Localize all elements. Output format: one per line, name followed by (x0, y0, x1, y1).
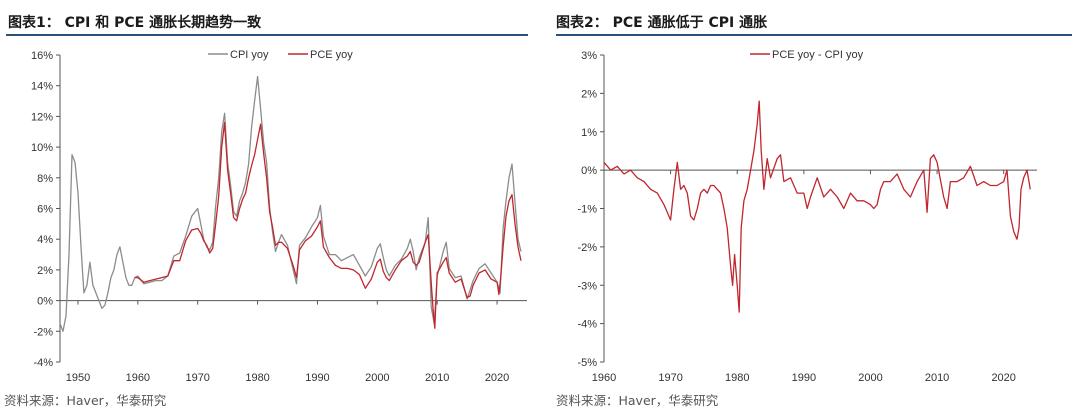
figure-1-source: 资料来源：Haver，华泰研究 (4, 393, 167, 408)
x-tick-label: 1980 (725, 372, 749, 384)
series-line-0 (603, 100, 1031, 313)
legend-label: PCE yoy (310, 49, 353, 61)
x-tick-label: 2010 (925, 372, 949, 384)
figure-2-panel: 图表2： PCE 通胀低于 CPI 通胀 -5% -4% -3% -2% -1% 0% 1%… (540, 0, 1080, 417)
y-tick-label: -4% (33, 357, 53, 369)
y-tick-label: -5% (577, 357, 597, 369)
x-tick-label: 1990 (305, 372, 329, 384)
x-tick-label: 1980 (245, 372, 269, 384)
x-tick-label: 1990 (792, 372, 816, 384)
series-line-0 (59, 75, 522, 332)
x-tick-label: 2000 (858, 372, 882, 384)
figure-2-source: 资料来源：Haver，华泰研究 (556, 393, 719, 408)
y-tick-label: -2% (577, 242, 597, 254)
y-tick-label: -3% (577, 280, 597, 292)
x-tick-label: 1960 (126, 372, 150, 384)
y-tick-label: -2% (33, 326, 53, 338)
y-tick-label: 2% (37, 265, 53, 277)
legend-label: CPI yoy (230, 49, 269, 61)
y-tick-label: 14% (31, 81, 53, 93)
x-tick-label: 2010 (425, 372, 449, 384)
y-tick-label: 0% (581, 165, 597, 177)
series-line-1 (134, 121, 522, 329)
figure-2-title-rule (556, 34, 1072, 36)
figure-2-title: 图表2： PCE 通胀低于 CPI 通胀 (556, 15, 768, 31)
y-tick-label: 2% (581, 88, 597, 100)
y-tick-label: 6% (37, 204, 53, 216)
y-tick-label: 3% (581, 50, 597, 62)
x-tick-label: 2020 (485, 372, 509, 384)
y-tick-label: 1% (581, 127, 597, 139)
x-tick-label: 1960 (592, 372, 616, 384)
figure-1-panel: 图表1： CPI 和 PCE 通胀长期趋势一致 -4% -2% 0% 2% 4% 6% 8%… (4, 15, 528, 408)
x-tick-label: 1970 (185, 372, 209, 384)
y-tick-label: 0% (37, 296, 53, 308)
y-tick-label: -1% (577, 204, 597, 216)
x-tick-label: 1950 (66, 372, 90, 384)
legend-label: PCE yoy - CPI yoy (772, 49, 864, 61)
x-tick-label: 1970 (658, 372, 682, 384)
figure-1-title-rule (6, 34, 528, 36)
figure-1-title: 图表1： CPI 和 PCE 通胀长期趋势一致 (8, 15, 262, 31)
y-tick-label: -4% (577, 319, 597, 331)
figure-1-chart: -4% -2% 0% 2% 4% 6% 8% 10% 12% 14% 16% 1950 1960 1970… (31, 49, 527, 384)
x-tick-label: 2020 (991, 372, 1015, 384)
y-tick-label: 10% (31, 142, 53, 154)
figure-2-chart: -5% -4% -3% -2% -1% 0% 1% 2% 3% 1960 1970 1980 1990 2… (577, 49, 1037, 384)
y-tick-label: 16% (31, 50, 53, 62)
y-tick-label: 4% (37, 234, 53, 246)
x-tick-label: 2000 (365, 372, 389, 384)
y-tick-label: 8% (37, 173, 53, 185)
y-tick-label: 12% (31, 111, 53, 123)
